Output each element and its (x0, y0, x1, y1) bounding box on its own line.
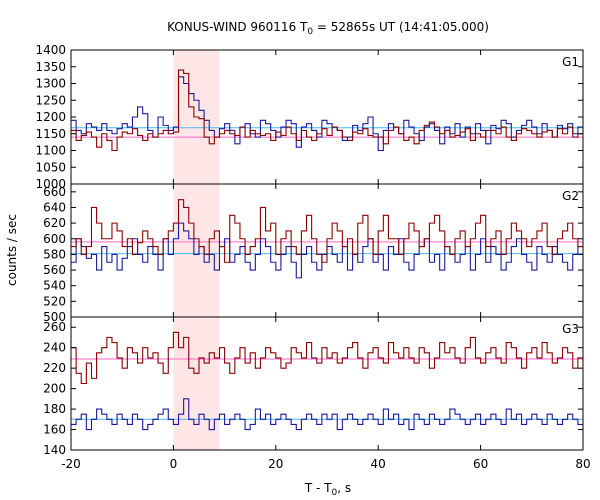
y-tick-label: 500 (43, 310, 66, 324)
panel-g1: 1000 1050 1100 1150 1200 1250 1300 1350 1400 G1 (35, 43, 584, 191)
y-tick-label: 1050 (35, 160, 66, 174)
y-tick-label: 1100 (35, 144, 66, 158)
red-series-step (71, 331, 583, 385)
y-tick-label: 1400 (35, 43, 66, 57)
y-tick-label: 1350 (35, 60, 66, 74)
plot-area: 100010501100115012001250130013501400G150… (35, 43, 590, 471)
y-tick-label: 200 (43, 382, 66, 396)
x-axis-label: T - T0, s (304, 481, 351, 498)
x-tick-label: 20 (268, 457, 283, 471)
y-tick-label: 1000 (35, 177, 66, 191)
panel-g3: 140 160 180 200 220 240 260 G3 (43, 316, 584, 457)
y-tick-label: 520 (43, 294, 66, 308)
x-tick-label: 60 (473, 457, 488, 471)
y-tick-label: 640 (43, 200, 66, 214)
y-tick-label: 660 (43, 185, 66, 199)
y-tick-label: 240 (43, 341, 66, 355)
x-tick-label: 40 (371, 457, 386, 471)
red-series-step (71, 69, 583, 152)
x-tick-label: -20 (61, 457, 81, 471)
y-tick-label: 1200 (35, 110, 66, 124)
x-tick-label: 80 (575, 457, 590, 471)
y-tick-label: 160 (43, 423, 66, 437)
highlight-band (173, 50, 220, 450)
y-tick-label: 1250 (35, 93, 66, 107)
y-tick-label: 220 (43, 361, 66, 375)
y-tick-label: 260 (43, 320, 66, 334)
y-tick-label: 560 (43, 263, 66, 277)
y-tick-label: 600 (43, 232, 66, 246)
panel-label: G2 (562, 189, 579, 203)
panel-label: G3 (562, 322, 579, 336)
y-axis-label: counts / sec (5, 214, 19, 286)
y-tick-label: 540 (43, 279, 66, 293)
chart-title: KONUS-WIND 960116 T0 = 52865s UT (14:41:… (167, 20, 489, 37)
x-tick-label: 0 (170, 457, 178, 471)
y-tick-label: 180 (43, 402, 66, 416)
y-tick-label: 140 (43, 443, 66, 457)
panel-label: G1 (562, 55, 579, 69)
blue-series-step (71, 398, 583, 431)
y-tick-label: 1150 (35, 127, 66, 141)
panel-frame (70, 316, 584, 451)
y-tick-label: 580 (43, 247, 66, 261)
y-tick-label: 620 (43, 216, 66, 230)
red-series-step (71, 199, 583, 263)
y-tick-label: 1300 (35, 77, 66, 91)
